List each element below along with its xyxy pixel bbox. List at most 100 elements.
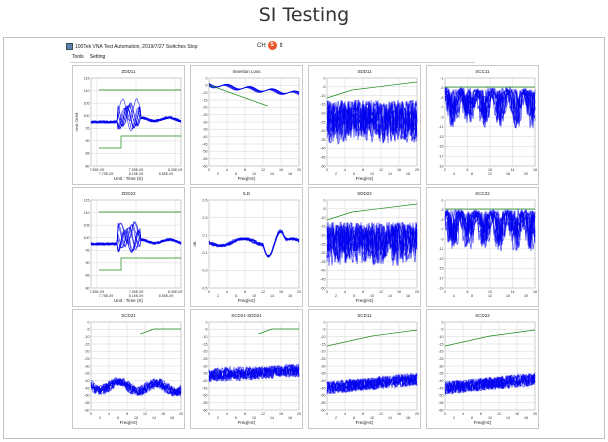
y-tick-label: -50 (84, 394, 89, 398)
x-tick-label-secondary: 12 (488, 172, 492, 176)
y-tick-label: -30 (320, 364, 325, 368)
x-tick-label-secondary: 16 (506, 172, 510, 176)
chart-panel-scd11: SCD11 0 -5 -10 -15 -20 -25 -30 -35 -40 -45 -50 -55 -6… (308, 309, 421, 429)
y-tick-label: -30 (320, 129, 325, 133)
y-tick-label: -50 (202, 394, 207, 398)
chart-title: SDD22 (357, 191, 372, 196)
chart-panel-scc11: SCC11 -1 -3 -5 -7 -9 -11 -13 -15 -17 -19 2 6 10 14 18 4 8… (426, 65, 539, 185)
y-axis-label: dB (192, 241, 197, 246)
y-tick-label: -5 (204, 84, 207, 88)
x-tick-label-secondary: 10 (370, 294, 374, 298)
y-tick-label: 0.1 (203, 234, 208, 238)
y-tick-label: -25 (84, 357, 89, 361)
y-tick-label: 95 (86, 249, 90, 253)
x-tick-label: 16 (279, 290, 283, 294)
y-tick-label: -55 (320, 401, 325, 405)
plot-area (208, 199, 300, 289)
x-tick-label-secondary: 6 (117, 416, 119, 420)
x-tick-label-secondary: 14 (506, 416, 510, 420)
y-tick-label: -15 (320, 342, 325, 346)
y-tick-label: -15 (438, 342, 443, 346)
x-tick-label-secondary: 18 (406, 416, 410, 420)
ime-dropdown-icon[interactable]: ⇕ (278, 43, 284, 49)
chart-plot: 115 110 105 100 95 90 85 807.55E-09 7.95E-09 8.35… (74, 76, 182, 176)
trace-line (326, 372, 418, 394)
y-tick-label: -11 (439, 125, 444, 129)
x-tick-label: 4 (344, 168, 346, 172)
x-axis-label: Freq(Hz) (473, 420, 492, 425)
y-tick-label: -35 (438, 372, 443, 376)
y-tick-label: -50 (202, 150, 207, 154)
trace-group (444, 372, 536, 395)
y-tick-label: -55 (438, 401, 443, 405)
x-tick-label: 12 (379, 412, 383, 416)
y-tick-label: -25 (320, 242, 325, 246)
menu-setting[interactable]: Setting (89, 54, 106, 60)
x-tick-label-secondary: 8 (471, 294, 473, 298)
limit-line (140, 328, 181, 335)
menubar-divider (70, 62, 475, 63)
y-tick-label: 0 (88, 320, 90, 324)
y-tick-label: 105 (84, 223, 90, 227)
y-tick-label: -55 (84, 401, 89, 405)
chart-plot: 0-5-10-15-20-25-30-35-40-45-500 4 8 12 16 202… (320, 76, 419, 176)
x-tick-label: 20 (415, 168, 419, 172)
y-tick-label: -10 (202, 335, 207, 339)
y-tick-label: -30 (438, 364, 443, 368)
y-tick-label: -35 (84, 372, 89, 376)
trace-group (444, 208, 536, 252)
x-axis-label: Unit : Time (S) (114, 298, 143, 303)
x-tick-label-secondary: 12 (488, 294, 492, 298)
y-tick-label: 105 (84, 101, 90, 105)
ime-indicator[interactable]: CH S ⇕ (257, 41, 284, 50)
trace-line (90, 377, 182, 397)
y-tick-label: -35 (320, 138, 325, 142)
y-tick-label: -20 (202, 106, 207, 110)
y-tick-label: -50 (320, 164, 325, 168)
x-tick-label-secondary: 6 (235, 172, 237, 176)
x-tick-label-secondary: 2 (99, 416, 101, 420)
chart-plot: 0-5-10-15-20-25-30-35-40-45-50-55-600 4 8 1… (202, 76, 301, 176)
y-tick-label: -40 (320, 269, 325, 273)
chart-plot: 0-5-10-15-20-25-30-35-40-45-50-55-600 4 8 1… (84, 320, 183, 420)
y-tick-label: -13 (438, 257, 443, 261)
x-tick-label: 20 (415, 412, 419, 416)
x-tick-label: 4 (226, 290, 228, 294)
y-tick-label: 0.5 (203, 198, 208, 202)
chart-plot: -1 -3 -5 -7 -9 -11 -13 -15 -17 -192 6 10 14 18 4 8 12 16 2… (438, 198, 537, 298)
trace-group (208, 363, 300, 383)
y-tick-label: 95 (86, 127, 90, 131)
chart-title: SCD21-SDD21 (231, 313, 262, 318)
y-tick-label: 0 (324, 198, 326, 202)
x-tick-label-secondary: 2 (217, 416, 219, 420)
y-tick-label: -5 (440, 96, 443, 100)
x-tick-label: 12 (379, 290, 383, 294)
x-tick-label-secondary: 10 (370, 416, 374, 420)
trace-line (208, 363, 300, 381)
y-tick-label: -35 (320, 260, 325, 264)
y-tick-label: 110 (84, 211, 90, 215)
y-tick-label: -60 (202, 164, 207, 168)
menu-tools[interactable]: Tools (72, 54, 84, 60)
y-tick-label: -20 (320, 112, 325, 116)
x-tick-label-secondary: 8.55E-09 (159, 294, 174, 298)
x-tick-label-secondary: 2 (217, 294, 219, 298)
trace-group (208, 229, 300, 258)
trace-line (444, 86, 536, 129)
chart-plot: 0-5-10-15-20-25-30-35-40-45-500 4 8 12 16 202… (320, 198, 419, 298)
y-tick-label: -40 (202, 379, 207, 383)
trace-line (326, 100, 418, 144)
y-tick-label: 110 (84, 89, 90, 93)
trace-group (326, 99, 418, 145)
y-tick-label: -40 (202, 135, 207, 139)
y-tick-label: -40 (320, 147, 325, 151)
x-tick-label: 18 (533, 168, 537, 172)
x-tick-label: 4 (226, 168, 228, 172)
y-tick-label: -35 (202, 128, 207, 132)
y-tick-label: -45 (320, 278, 325, 282)
y-tick-label: -13 (438, 135, 443, 139)
y-tick-label: 115 (84, 198, 90, 202)
y-tick-label: 80 (86, 164, 90, 168)
x-tick-label: 2 (444, 290, 446, 294)
x-tick-label-secondary: 6 (235, 294, 237, 298)
